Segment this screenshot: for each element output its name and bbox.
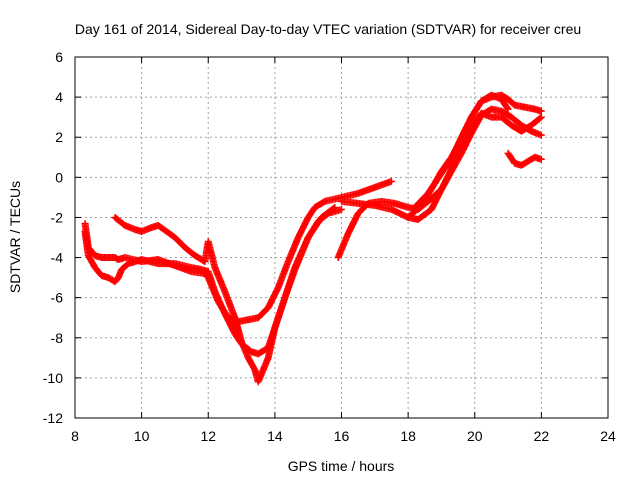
x-tick-label: 10 bbox=[134, 428, 150, 444]
y-axis-title: SDTVAR / TECUs bbox=[7, 181, 23, 293]
y-tick-label: -2 bbox=[51, 209, 64, 225]
chart-title: Day 161 of 2014, Sidereal Day-to-day VTE… bbox=[75, 21, 581, 37]
axis-ticks bbox=[74, 56, 609, 419]
data-point-marker bbox=[503, 104, 511, 112]
data-point-marker bbox=[338, 205, 345, 213]
y-tick-labels: 6 4 2 0 -2 -4 -6 -8 -10 -12 bbox=[43, 49, 63, 426]
y-tick-label: 6 bbox=[55, 49, 63, 65]
series-track-c bbox=[111, 205, 345, 386]
x-tick-label: 14 bbox=[267, 428, 283, 444]
y-tick-label: -6 bbox=[51, 290, 64, 306]
series-track-h bbox=[504, 149, 545, 169]
x-axis-title: GPS time / hours bbox=[288, 458, 395, 474]
x-tick-label: 24 bbox=[600, 428, 616, 444]
data-point-marker bbox=[536, 114, 544, 122]
x-tick-labels: 8 10 12 14 16 18 20 22 24 bbox=[71, 428, 616, 444]
x-tick-label: 12 bbox=[200, 428, 216, 444]
y-tick-label: -4 bbox=[51, 250, 64, 266]
x-tick-label: 22 bbox=[534, 428, 550, 444]
data-point-marker bbox=[537, 155, 545, 163]
data-point-marker bbox=[537, 107, 545, 115]
data-point-marker bbox=[504, 105, 512, 113]
series-track-e bbox=[338, 109, 545, 223]
data-markers bbox=[81, 91, 545, 386]
data-point-marker bbox=[387, 177, 395, 185]
y-tick-label: -8 bbox=[51, 330, 64, 346]
y-tick-label: -12 bbox=[43, 410, 63, 426]
x-tick-label: 8 bbox=[71, 428, 79, 444]
y-tick-label: -10 bbox=[43, 370, 63, 386]
data-point-marker bbox=[537, 113, 545, 121]
data-point-marker bbox=[537, 131, 545, 139]
x-tick-label: 16 bbox=[334, 428, 350, 444]
x-tick-label: 20 bbox=[467, 428, 483, 444]
y-tick-label: 4 bbox=[55, 89, 63, 105]
y-tick-label: 0 bbox=[55, 169, 63, 185]
x-tick-label: 18 bbox=[400, 428, 416, 444]
y-tick-label: 2 bbox=[55, 129, 63, 145]
series-track-g bbox=[411, 91, 512, 211]
